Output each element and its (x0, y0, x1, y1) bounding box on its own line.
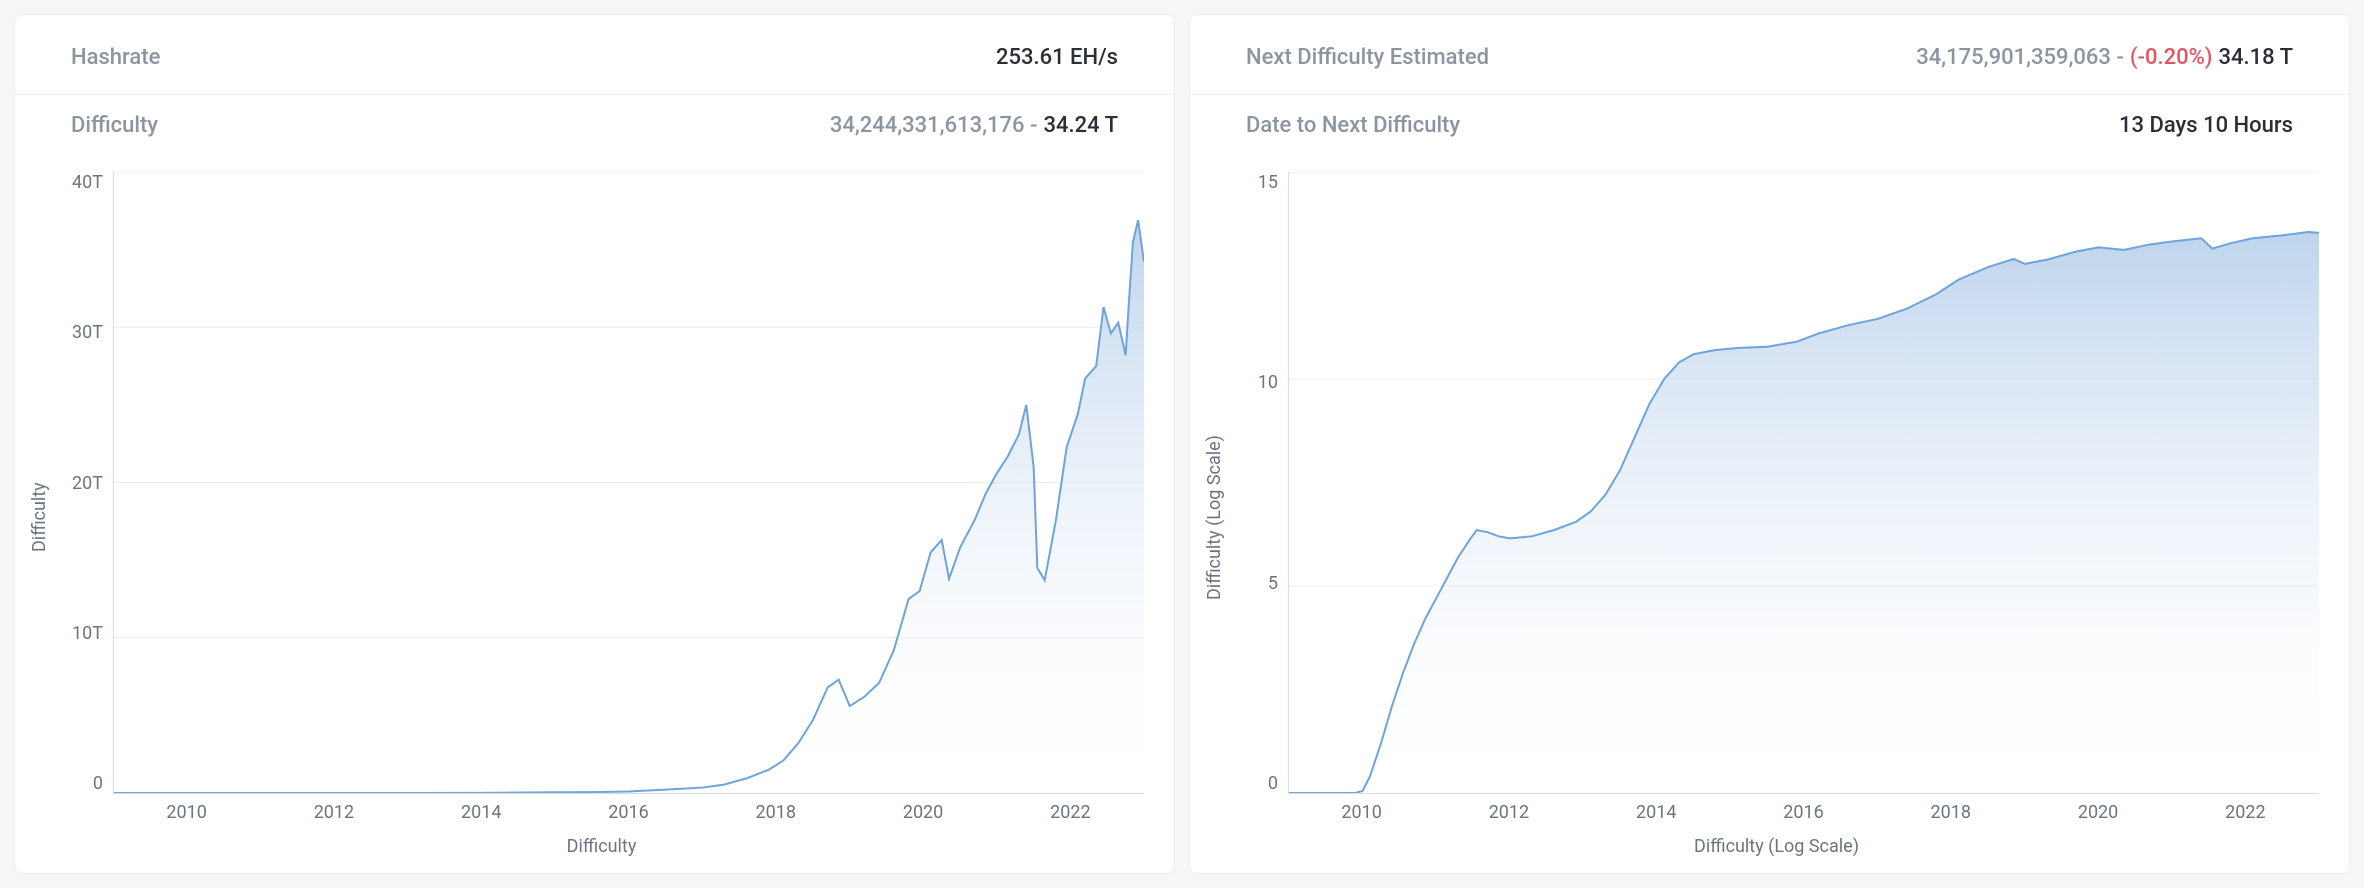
stat-value: 13 Days 10 Hours (2119, 113, 2293, 138)
stat-value-main: 34.18 T (2219, 45, 2294, 70)
y-tick-label: 20T (72, 473, 103, 494)
y-tick-label: 5 (1268, 573, 1278, 594)
stat-value-change: (-0.20%) (2130, 45, 2213, 70)
stat-value: 34,175,901,359,063 -(-0.20%) 34.18 T (1916, 45, 2293, 70)
stat-row: Difficulty 34,244,331,613,176 -34.24 T (15, 95, 1174, 162)
y-axis-title-left: Difficulty (25, 172, 59, 863)
dashboard-panels: Hashrate 253.61 EH/s Difficulty 34,244,331,… (14, 14, 2350, 874)
stats-left: Hashrate 253.61 EH/s Difficulty 34,244,331,… (15, 15, 1174, 162)
stat-row: Next Difficulty Estimated 34,175,901,359,… (1190, 27, 2349, 94)
chart-left-inner: 40T30T20T10T0 20102012201420162018202020… (59, 172, 1144, 863)
chart-svg-right (1289, 172, 2319, 793)
x-tick-label: 2010 (166, 802, 206, 823)
stat-value-main: 34.24 T (1044, 113, 1119, 138)
y-ticks-right: 15 10 5 0 (1234, 172, 1288, 794)
y-ticks-left: 40T 30T 20T 10T 0 (59, 172, 113, 794)
x-tick-label: 2020 (903, 802, 943, 823)
stat-value-main: 13 Days 10 Hours (2119, 113, 2293, 138)
y-tick-label: 0 (1268, 773, 1278, 794)
x-tick-label: 2016 (608, 802, 648, 823)
stat-value-secondary: 34,175,901,359,063 - (1916, 45, 2124, 70)
x-tick-label: 2018 (756, 802, 796, 823)
chart-svg-left (114, 172, 1144, 793)
chart-area (1289, 232, 2319, 793)
x-axis-title-right: Difficulty (Log Scale) (1234, 836, 2319, 863)
plot-left (113, 172, 1144, 794)
panel-right: Next Difficulty Estimated 34,175,901,359,… (1189, 14, 2350, 874)
x-tick-label: 2022 (2225, 802, 2265, 823)
stat-label: Hashrate (71, 45, 160, 70)
chart-right-wrap: Difficulty (Log Scale) 151050 2010201220… (1190, 162, 2349, 873)
y-tick-label: 10T (72, 623, 103, 644)
y-tick-label: 30T (72, 322, 103, 343)
stat-label: Next Difficulty Estimated (1246, 45, 1489, 70)
chart-area (114, 220, 1144, 793)
y-tick-label: 40T (72, 172, 103, 193)
stat-value-main: 253.61 EH/s (996, 45, 1118, 70)
stat-value-secondary: 34,244,331,613,176 - (830, 113, 1038, 138)
stat-value: 34,244,331,613,176 -34.24 T (830, 113, 1118, 138)
stat-row: Hashrate 253.61 EH/s (15, 27, 1174, 94)
y-tick-label: 10 (1258, 372, 1278, 393)
stat-row: Date to Next Difficulty 13 Days 10 Hours (1190, 95, 2349, 162)
y-tick-label: 0 (93, 773, 103, 794)
x-axis-title-left: Difficulty (59, 836, 1144, 863)
x-tick-label: 2016 (1783, 802, 1823, 823)
chart-left-wrap: Difficulty 40T30T20T10T0 201020122014201… (15, 162, 1174, 873)
chart-right-inner: 15 10 5 0 2010 2012 2014 2016 2018 2020 2022 Diff… (1234, 172, 2319, 863)
x-tick-label: 2012 (314, 802, 354, 823)
stat-value: 253.61 EH/s (996, 45, 1118, 70)
x-tick-label: 2020 (2078, 802, 2118, 823)
y-tick-label: 15 (1258, 172, 1278, 193)
stat-label: Date to Next Difficulty (1246, 113, 1460, 138)
panel-left: Hashrate 253.61 EH/s Difficulty 34,244,331,… (14, 14, 1175, 874)
x-tick-label: 2010 (1341, 802, 1381, 823)
x-tick-label: 2018 (1931, 802, 1971, 823)
x-ticks-right: 2010 2012 2014 2016 2018 2020 2022 (1288, 802, 2319, 826)
stats-right: Next Difficulty Estimated 34,175,901,359,… (1190, 15, 2349, 162)
plot-right (1288, 172, 2319, 794)
x-tick-label: 2012 (1489, 802, 1529, 823)
x-tick-label: 2022 (1050, 802, 1090, 823)
stat-label: Difficulty (71, 113, 158, 138)
y-axis-title-right: Difficulty (Log Scale) (1200, 172, 1234, 863)
x-tick-label: 2014 (1636, 802, 1676, 823)
x-tick-label: 2014 (461, 802, 501, 823)
x-ticks-left: 2010 2012 2014 2016 2018 2020 2022 (113, 802, 1144, 826)
